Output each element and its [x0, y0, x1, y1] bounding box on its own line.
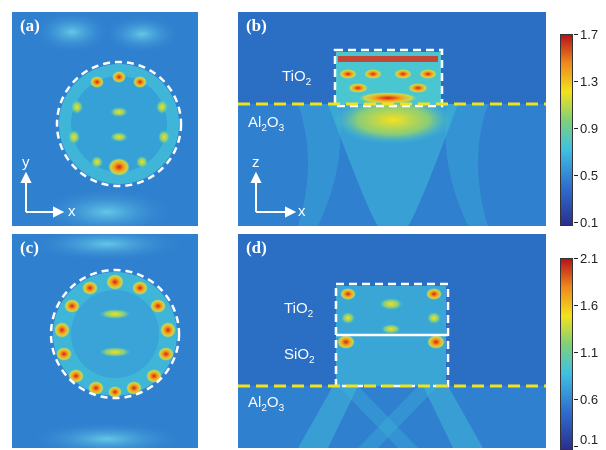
axis-label-y: y [22, 154, 30, 171]
colorbar-bottom-tick-1: 1.6 [580, 298, 599, 313]
panel-c: (c) [12, 234, 198, 448]
colorbar-bottom [560, 258, 573, 450]
panel-label-d: (d) [246, 238, 267, 257]
colorbar-bottom-tick-2: 1.1 [580, 345, 599, 360]
axis-label-x-a: x [68, 203, 76, 220]
material-label-tio2-b: TiO2 [282, 68, 312, 88]
colorbar-bottom-tick-0: 2.1 [580, 251, 599, 266]
colorbar-top-tick-1: 1.3 [580, 74, 599, 89]
field-map-d [238, 234, 546, 448]
colorbar-top-tick-3: 0.5 [580, 168, 599, 183]
colorbar-top-tick-4: 0.1 [580, 215, 599, 230]
field-map-b [238, 12, 546, 226]
colorbar-top [560, 34, 573, 226]
panel-b: (b) TiO2 Al2O3 z x [238, 12, 546, 226]
material-label-al2o3-d: Al2O3 [248, 394, 285, 414]
material-label-sio2-d: SiO2 [284, 346, 315, 366]
hotspots-d [337, 288, 445, 349]
axis-label-z: z [252, 154, 260, 171]
colorbar-top-tick-2: 0.9 [580, 121, 599, 136]
panel-label-c: (c) [20, 238, 39, 257]
panel-label-b: (b) [246, 16, 267, 35]
material-label-al2o3-b: Al2O3 [248, 114, 285, 134]
material-label-tio2-d: TiO2 [284, 300, 314, 320]
colorbar-top-tick-0: 1.7 [580, 27, 599, 42]
axis-arrows-a [20, 171, 65, 218]
field-map-a [20, 12, 183, 226]
axis-arrows-b [250, 171, 297, 218]
panel-a: (a) y x [12, 12, 198, 226]
panel-d: (d) TiO2 SiO2 Al2O3 [238, 234, 546, 448]
field-map-c [27, 234, 187, 448]
hotspots-b [338, 56, 438, 104]
panel-label-a: (a) [20, 16, 40, 35]
hotspots-c [54, 274, 176, 398]
axis-label-x-b: x [298, 203, 306, 220]
colorbar-bottom-tick-4: 0.1 [580, 432, 599, 447]
hotspots-a [68, 71, 170, 176]
colorbar-bottom-tick-3: 0.6 [580, 392, 599, 407]
